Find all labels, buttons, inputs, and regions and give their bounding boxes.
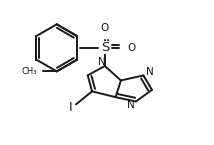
Text: N: N: [98, 57, 106, 67]
Text: O: O: [127, 43, 135, 53]
Text: N: N: [146, 67, 153, 77]
Text: I: I: [69, 101, 73, 114]
Text: O: O: [101, 23, 109, 33]
Text: CH₃: CH₃: [21, 67, 37, 76]
Text: S: S: [101, 41, 109, 54]
Text: N: N: [127, 100, 135, 110]
